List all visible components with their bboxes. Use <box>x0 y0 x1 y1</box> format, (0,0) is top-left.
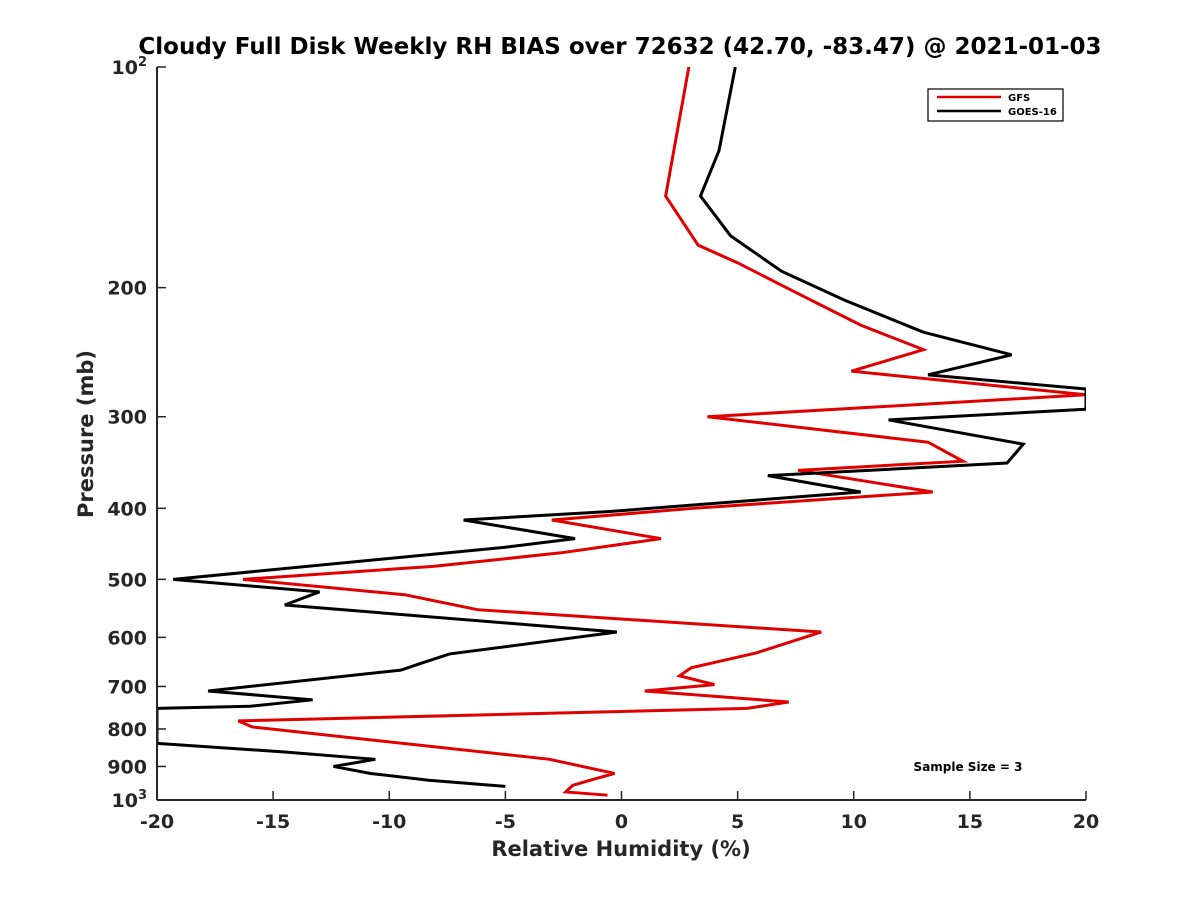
y-tick-label: 102 <box>112 55 148 79</box>
y-tick-label: 300 <box>107 407 147 429</box>
x-tick-label: -10 <box>372 811 406 833</box>
y-ticks: 102 200 300 400 500 600 700 800 900 103 <box>107 55 166 812</box>
legend-label: GFS <box>1008 93 1030 104</box>
x-tick-label: 20 <box>1073 811 1099 833</box>
y-tick-label: 103 <box>112 788 148 812</box>
x-tick-label: 15 <box>957 811 983 833</box>
y-axis-label: Pressure (mb) <box>74 350 98 518</box>
y-tick-label: 600 <box>107 627 147 649</box>
y-tick-label: 800 <box>107 719 147 741</box>
plot-area <box>157 67 1086 800</box>
legend-box <box>927 88 1064 122</box>
series-line-gfs <box>237 67 1086 797</box>
series-line-goes-16 <box>157 67 1086 788</box>
sample-size-annotation: Sample Size = 3 <box>914 760 1023 774</box>
series-layer <box>157 67 1086 797</box>
x-tick-label: -5 <box>495 811 516 833</box>
x-tick-label: -15 <box>256 811 290 833</box>
x-ticks: -20 -15 -10 -5 0 5 10 15 20 <box>140 791 1099 833</box>
y-tick-label: 200 <box>107 278 147 300</box>
y-tick-label: 900 <box>107 756 147 778</box>
x-axis-label: Relative Humidity (%) <box>491 837 750 861</box>
y-tick-label: 700 <box>107 676 147 698</box>
x-tick-label: 0 <box>615 811 628 833</box>
legend: GFS GOES-16 <box>927 88 1064 122</box>
x-tick-label: 5 <box>731 811 744 833</box>
x-tick-label: -20 <box>140 811 174 833</box>
legend-label: GOES-16 <box>1008 107 1057 118</box>
y-tick-label: 500 <box>107 569 147 591</box>
x-tick-label: 10 <box>841 811 867 833</box>
chart-title: Cloudy Full Disk Weekly RH BIAS over 726… <box>138 34 1101 60</box>
y-tick-label: 400 <box>107 498 147 520</box>
